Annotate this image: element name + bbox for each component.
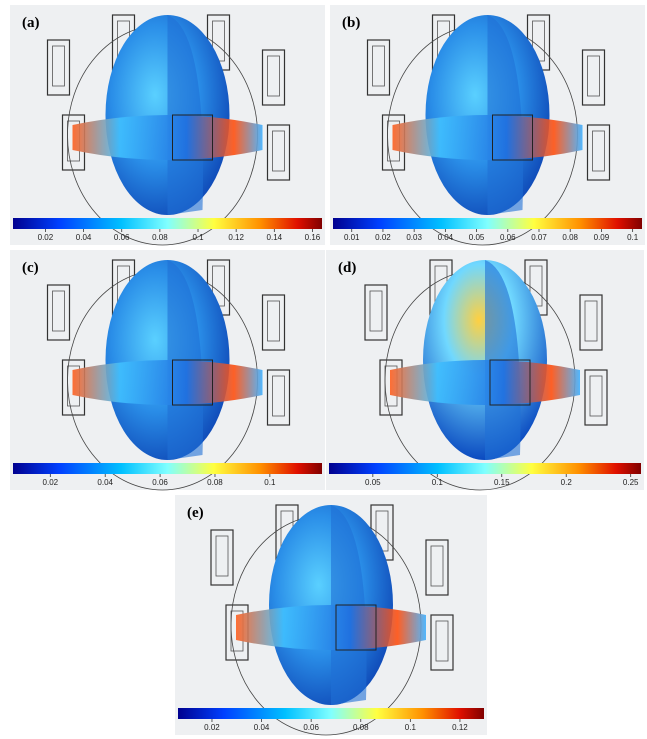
colorbar-tick-label: 0.02 <box>204 723 220 732</box>
colorbar-tick-label: 0.07 <box>531 233 547 242</box>
colorbar-tick-label: 0.06 <box>303 723 319 732</box>
panel-label: (b) <box>342 15 360 31</box>
panel-label: (c) <box>22 260 39 276</box>
colorbar-tick-label: 0.2 <box>561 478 573 487</box>
colorbar-tick-label: 0.1 <box>264 478 276 487</box>
band <box>73 360 263 405</box>
colorbar-tick-label: 0.02 <box>375 233 391 242</box>
colorbar-tick-label: 0.08 <box>353 723 369 732</box>
colorbar-tick-label: 0.05 <box>469 233 485 242</box>
colorbar-tick-label: 0.06 <box>500 233 516 242</box>
band <box>390 360 580 405</box>
colorbar <box>13 218 322 229</box>
colorbar-tick-label: 0.1 <box>405 723 417 732</box>
colorbar-tick-label: 0.15 <box>494 478 510 487</box>
colorbar-tick-label: 0.01 <box>344 233 360 242</box>
band <box>393 115 583 160</box>
colorbar-tick-label: 0.08 <box>207 478 223 487</box>
panel: (a) 0.02 0.04 0.06 0.08 0.1 0.12 0.14 0.16 <box>10 5 325 245</box>
colorbar-tick-label: 0.02 <box>43 478 59 487</box>
colorbar-tick-label: 0.04 <box>76 233 92 242</box>
colorbar-tick-label: 0.09 <box>594 233 610 242</box>
band <box>236 605 426 650</box>
colorbar-tick-label: 0.06 <box>152 478 168 487</box>
colorbar-tick-label: 0.03 <box>406 233 422 242</box>
panel-label: (d) <box>338 260 356 276</box>
colorbar-tick-label: 0.1 <box>627 233 639 242</box>
figure: (a) 0.02 0.04 0.06 0.08 0.1 0.12 0.14 0.16 (b) 0.0… <box>0 0 647 739</box>
colorbar-tick-label: 0.16 <box>305 233 321 242</box>
colorbar <box>333 218 642 229</box>
colorbar-tick-label: 0.12 <box>228 233 244 242</box>
colorbar-tick-label: 0.08 <box>152 233 168 242</box>
colorbar-tick-label: 0.1 <box>192 233 204 242</box>
colorbar-tick-label: 0.08 <box>562 233 578 242</box>
panel: (c) 0.02 0.04 0.06 0.08 0.1 <box>10 250 325 490</box>
colorbar-tick-label: 0.04 <box>254 723 270 732</box>
band <box>73 115 263 160</box>
panel: (e) 0.02 0.04 0.06 0.08 0.1 0.12 <box>175 495 487 735</box>
panel-label: (a) <box>22 15 40 31</box>
colorbar-tick-label: 0.25 <box>623 478 639 487</box>
panel-label: (e) <box>187 505 204 521</box>
colorbar-tick-label: 0.02 <box>38 233 54 242</box>
panel: (b) 0.01 0.02 0.03 0.04 0.05 0.06 0.07 0.08 0.09 0… <box>330 5 645 245</box>
colorbar <box>178 708 484 719</box>
colorbar-tick-label: 0.05 <box>365 478 381 487</box>
colorbar-tick-label: 0.14 <box>267 233 283 242</box>
colorbar-tick-label: 0.12 <box>452 723 468 732</box>
colorbar <box>13 463 322 474</box>
colorbar <box>329 463 641 474</box>
colorbar-tick-label: 0.06 <box>114 233 130 242</box>
colorbar-tick-label: 0.04 <box>97 478 113 487</box>
colorbar-tick-label: 0.1 <box>432 478 444 487</box>
colorbar-tick-label: 0.04 <box>438 233 454 242</box>
panel: (d) 0.05 0.1 0.15 0.2 0.25 <box>326 250 644 490</box>
